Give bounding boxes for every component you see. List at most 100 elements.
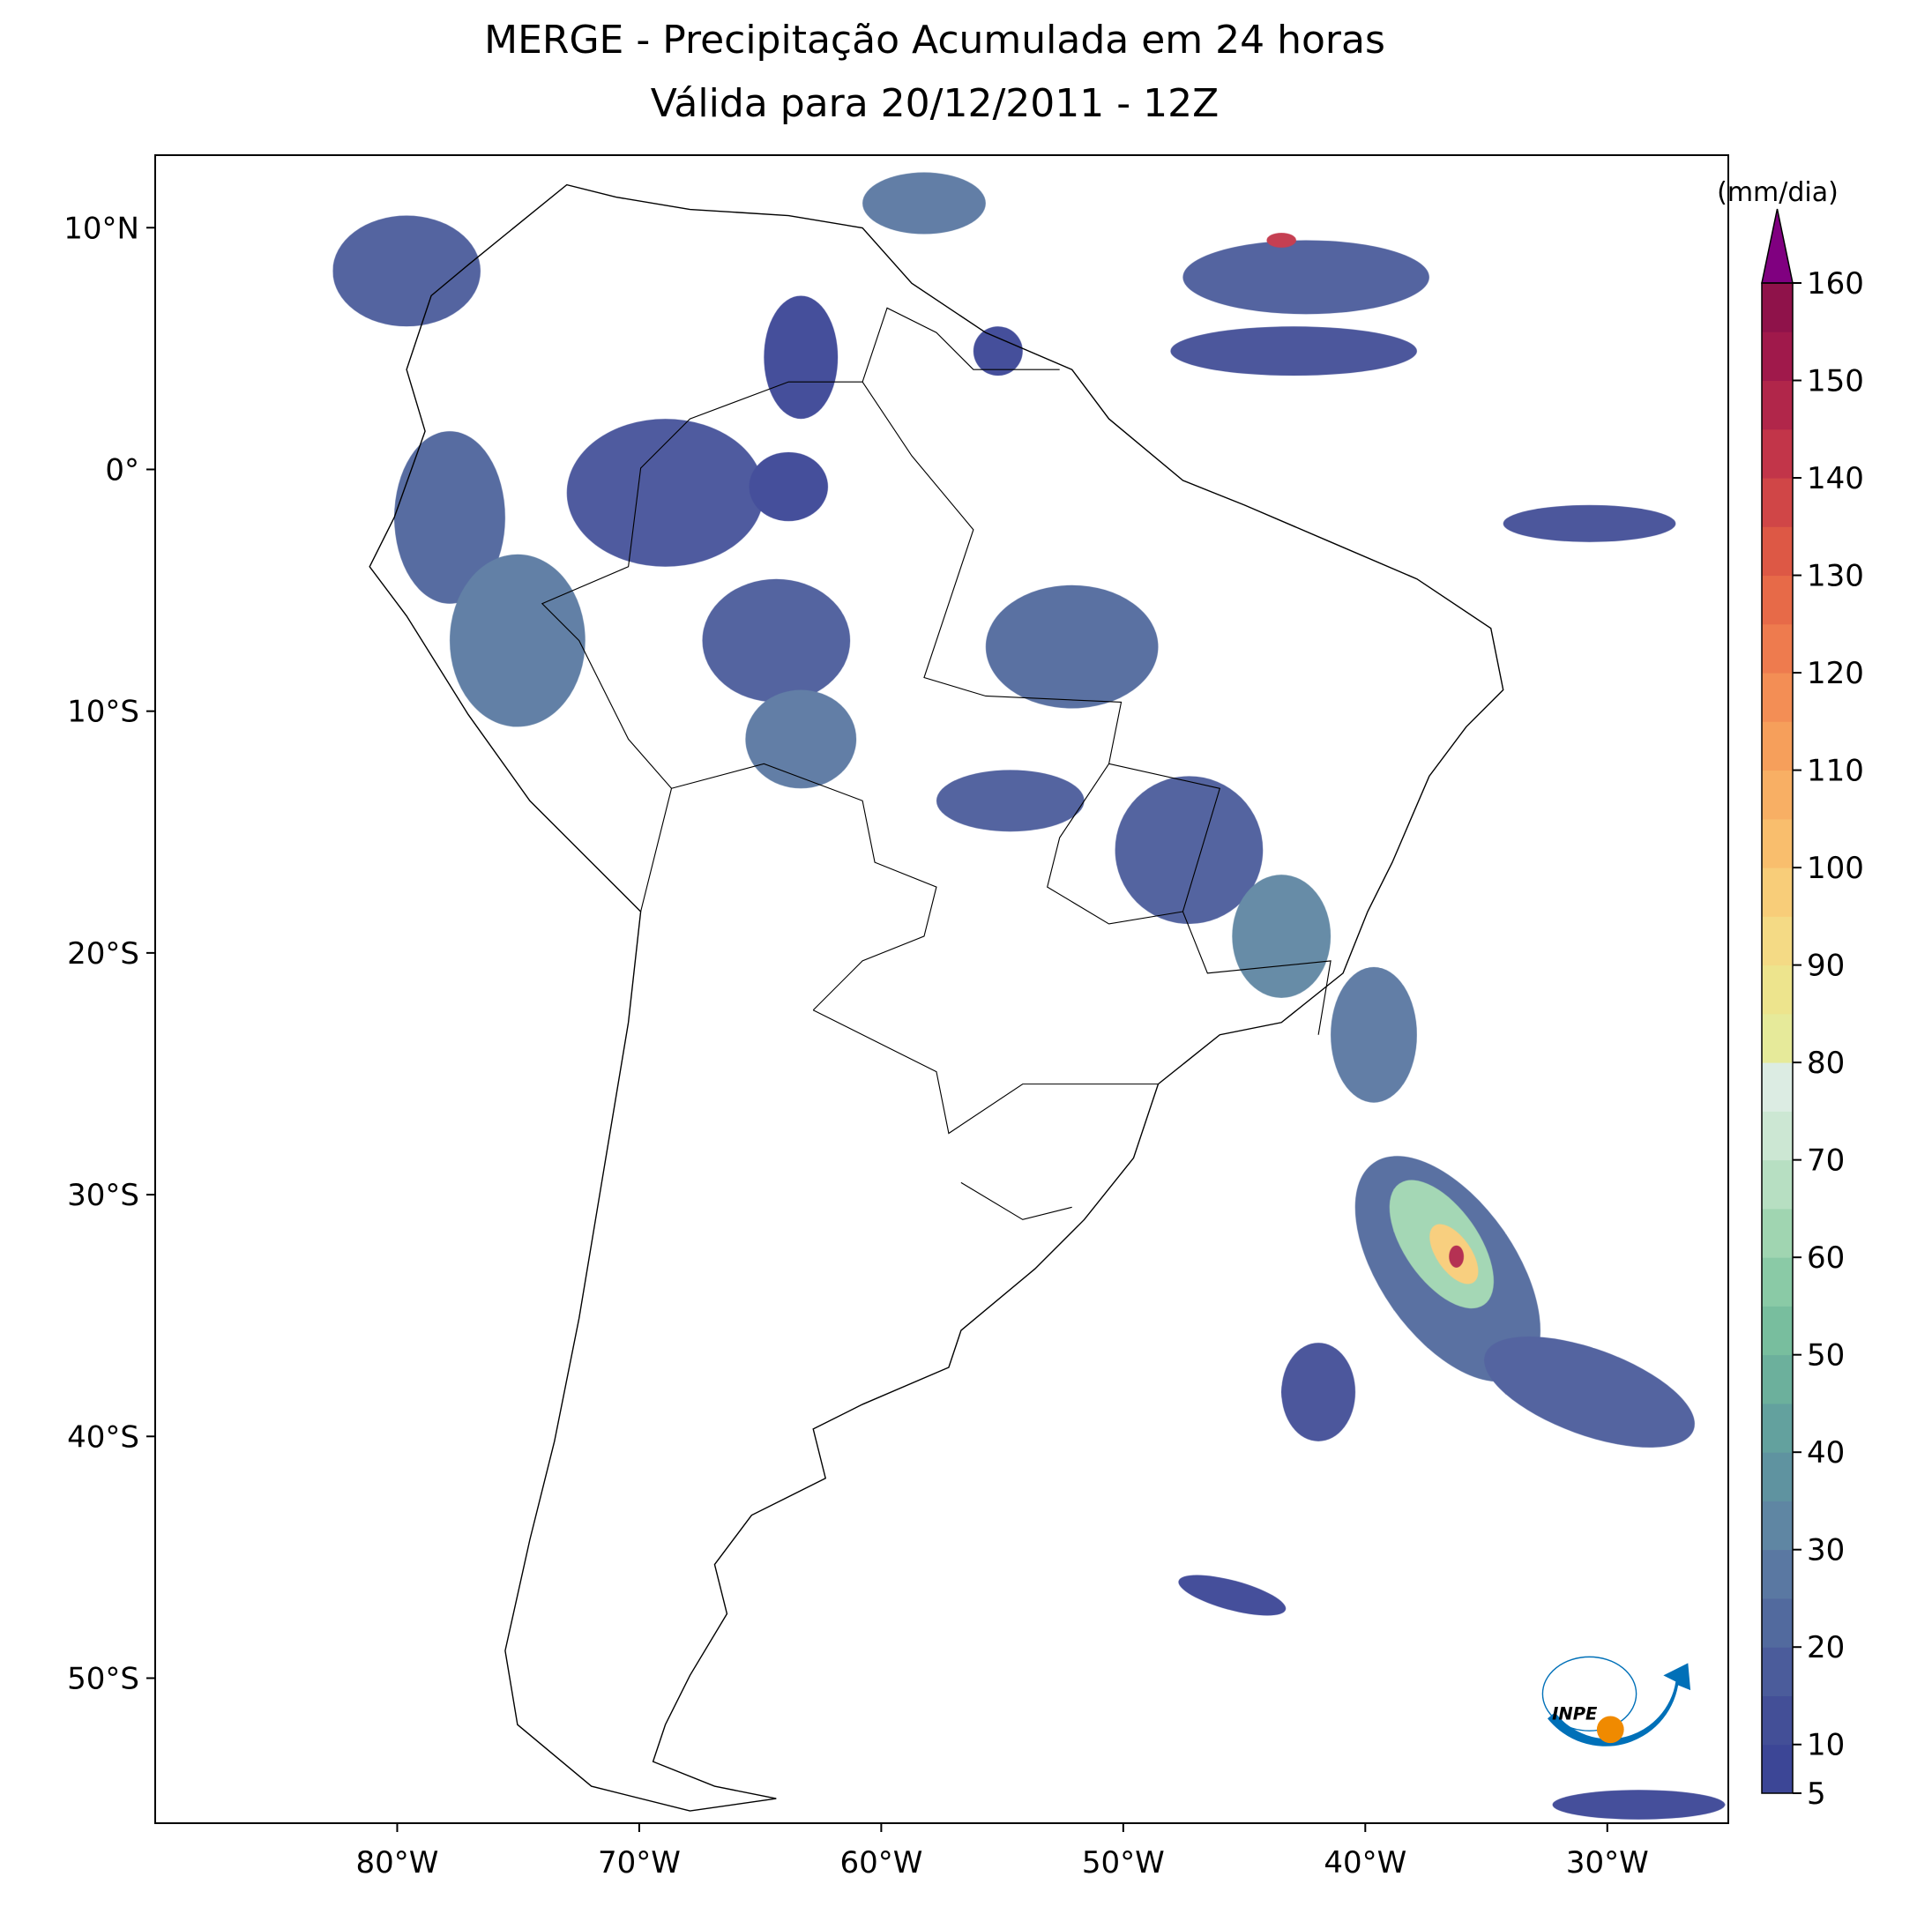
logo-ring bbox=[1541, 1656, 1637, 1732]
precip-area bbox=[1170, 326, 1417, 376]
colorbar-band bbox=[1762, 428, 1793, 479]
precip-area bbox=[745, 689, 857, 789]
colorbar-tick-label: 120 bbox=[1807, 656, 1864, 691]
colorbar-band bbox=[1762, 478, 1793, 527]
precip-area bbox=[1503, 504, 1676, 542]
colorbar-tick-label: 20 bbox=[1807, 1630, 1845, 1665]
precip-area bbox=[749, 451, 828, 522]
precip-area bbox=[1281, 1343, 1356, 1441]
x-tick-label: 70°W bbox=[598, 1845, 681, 1880]
precip-area bbox=[450, 554, 586, 727]
y-tick-label: 50°S bbox=[67, 1661, 139, 1696]
y-tick-label: 10°N bbox=[63, 211, 139, 246]
colorbar-band bbox=[1762, 1062, 1793, 1112]
colorbar-band bbox=[1762, 1403, 1793, 1453]
x-tick-label: 80°W bbox=[356, 1845, 439, 1880]
precip-area bbox=[862, 172, 986, 235]
colorbar-tick-label: 40 bbox=[1807, 1435, 1845, 1471]
colorbar-band bbox=[1762, 1159, 1793, 1210]
colorbar-tick-label: 150 bbox=[1807, 364, 1864, 399]
colorbar-band bbox=[1762, 623, 1793, 674]
colorbar-tick-label: 70 bbox=[1807, 1143, 1845, 1179]
precip-area bbox=[1484, 1337, 1695, 1448]
x-tick-label: 40°W bbox=[1324, 1845, 1406, 1880]
y-tick-label: 30°S bbox=[67, 1178, 139, 1213]
colorbar-tick-label: 5 bbox=[1807, 1776, 1826, 1812]
colorbar-tick-label: 160 bbox=[1807, 266, 1864, 302]
chart-subtitle: Válida para 20/12/2011 - 12Z bbox=[651, 81, 1220, 126]
colorbar-band bbox=[1762, 380, 1793, 430]
colorbar-band bbox=[1762, 1597, 1793, 1648]
colorbar-tick-label: 90 bbox=[1807, 949, 1845, 984]
colorbar-band bbox=[1762, 1501, 1793, 1551]
precip-area bbox=[1552, 1790, 1726, 1820]
precip-areas bbox=[332, 172, 1726, 1820]
logo-text: INPE bbox=[1552, 1704, 1598, 1724]
colorbar-tick-label: 80 bbox=[1807, 1046, 1845, 1081]
colorbar-label: (mm/dia) bbox=[1717, 177, 1839, 208]
colorbar-band bbox=[1762, 673, 1793, 722]
colorbar-band bbox=[1762, 331, 1793, 382]
precip-area bbox=[973, 326, 1023, 376]
logo: INPE bbox=[1541, 1656, 1691, 1746]
colorbar-band bbox=[1762, 964, 1793, 1015]
precip-area bbox=[936, 770, 1085, 832]
chart-title: MERGE - Precipitação Acumulada em 24 hor… bbox=[484, 18, 1385, 63]
precip-area bbox=[985, 585, 1159, 709]
colorbar-band bbox=[1762, 868, 1793, 917]
x-tick-label: 60°W bbox=[839, 1845, 922, 1880]
colorbar-band bbox=[1762, 283, 1793, 332]
colorbar-band bbox=[1762, 770, 1793, 820]
precip-area bbox=[1182, 240, 1429, 315]
map-frame bbox=[154, 154, 1729, 1824]
precip-area bbox=[702, 578, 851, 703]
colorbar-tick-label: 140 bbox=[1807, 461, 1864, 496]
x-tick-label: 50°W bbox=[1082, 1845, 1165, 1880]
colorbar-tick-label: 60 bbox=[1807, 1240, 1845, 1276]
colorbar-band bbox=[1762, 1354, 1793, 1404]
precip-area bbox=[1115, 776, 1264, 924]
y-tick-label: 0° bbox=[105, 452, 139, 488]
colorbar-band bbox=[1762, 1257, 1793, 1307]
colorbar-tick-label: 30 bbox=[1807, 1533, 1845, 1568]
colorbar-band bbox=[1762, 1549, 1793, 1599]
map-layer: INPE bbox=[332, 172, 1726, 1820]
logo-swoosh bbox=[1548, 1663, 1691, 1746]
colorbar-tick-label: 10 bbox=[1807, 1728, 1845, 1763]
colorbar-band bbox=[1762, 1306, 1793, 1356]
precip-area bbox=[394, 431, 505, 604]
colorbar-tick-label: 130 bbox=[1807, 559, 1864, 594]
colorbar-band bbox=[1762, 526, 1793, 577]
y-tick-label: 10°S bbox=[67, 695, 139, 730]
precip-area bbox=[1266, 233, 1296, 248]
colorbar-band bbox=[1762, 1744, 1793, 1794]
precip-area bbox=[1178, 1575, 1287, 1616]
colorbar-tick-label: 100 bbox=[1807, 851, 1864, 886]
colorbar-band bbox=[1762, 1208, 1793, 1258]
coastline bbox=[369, 183, 1504, 1812]
precip-area bbox=[1331, 966, 1417, 1103]
colorbar-band bbox=[1762, 1647, 1793, 1696]
colorbar-tick-label: 110 bbox=[1807, 754, 1864, 789]
colorbar-band bbox=[1762, 575, 1793, 625]
precip-area bbox=[566, 419, 765, 567]
x-tick-label: 30°W bbox=[1566, 1845, 1649, 1880]
colorbar-frame bbox=[1761, 282, 1794, 1794]
colorbar-band bbox=[1762, 1452, 1793, 1501]
colorbar-band bbox=[1762, 1111, 1793, 1161]
y-tick-label: 40°S bbox=[67, 1419, 139, 1455]
colorbar-band bbox=[1762, 721, 1793, 771]
logo-dot bbox=[1596, 1716, 1624, 1744]
y-tick-label: 20°S bbox=[67, 936, 139, 972]
precip-area bbox=[1449, 1245, 1464, 1268]
colorbar-band bbox=[1762, 1013, 1793, 1063]
colorbar-band bbox=[1762, 818, 1793, 868]
colorbar-band bbox=[1762, 916, 1793, 966]
precip-area bbox=[1232, 875, 1332, 998]
colorbar-tick-label: 50 bbox=[1807, 1338, 1845, 1374]
precip-area bbox=[764, 295, 839, 420]
colorbar-band bbox=[1762, 1695, 1793, 1746]
precip-area bbox=[332, 215, 481, 327]
